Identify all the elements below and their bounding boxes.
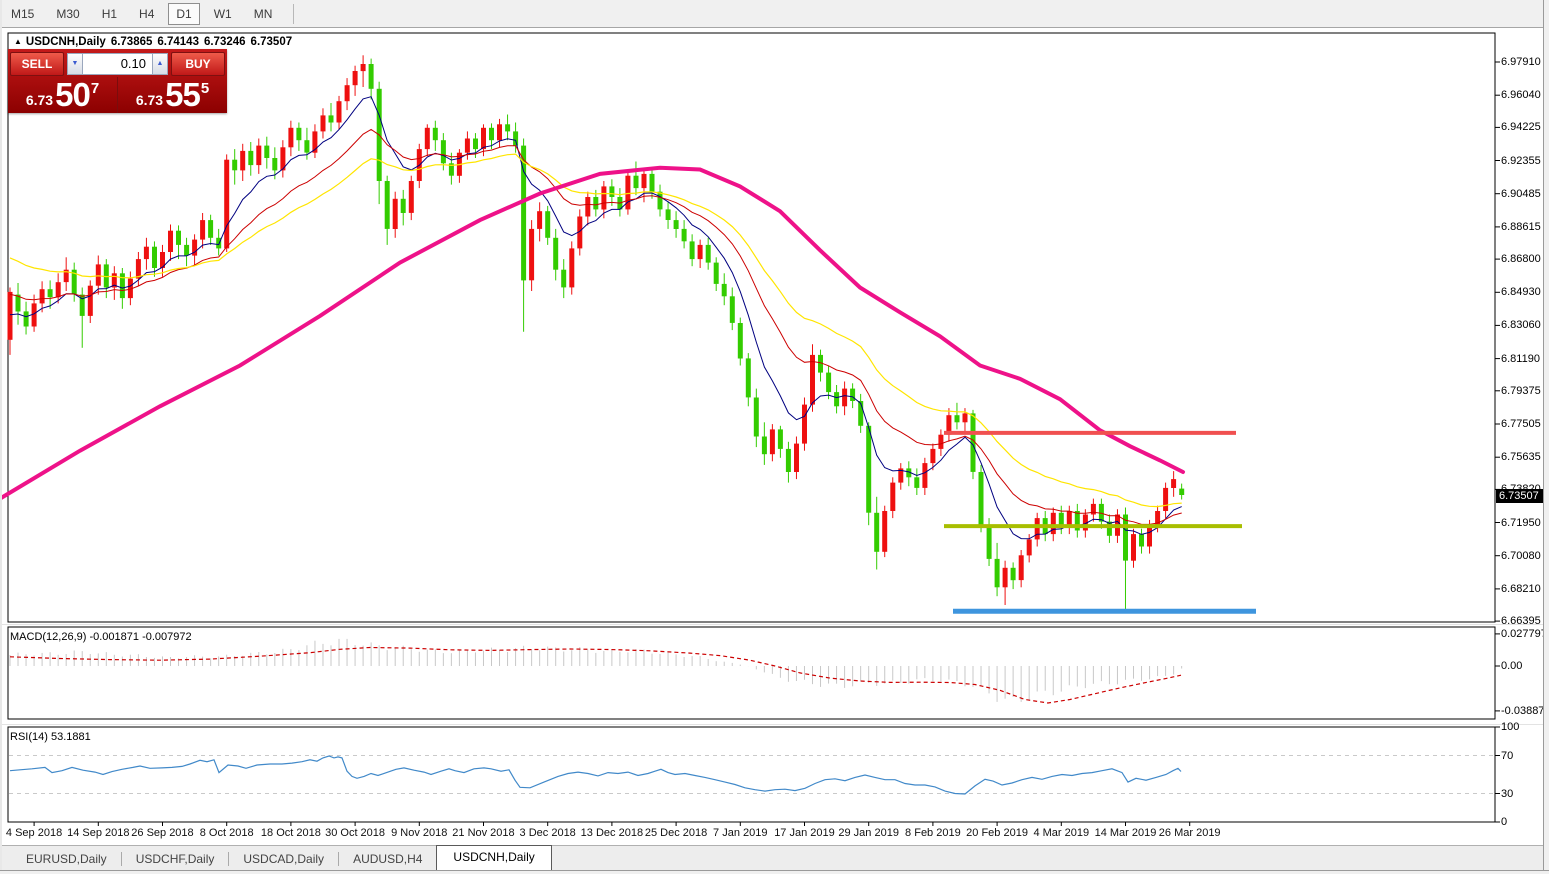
symbol-tab-USDCHF[interactable]: USDCHF,Daily	[135, 851, 215, 866]
date-axis-label: 8 Oct 2018	[199, 827, 254, 839]
timeframe-button-H1[interactable]: H1	[101, 6, 118, 21]
buy-button[interactable]: BUY	[171, 52, 225, 76]
quote-open: 6.73865	[110, 36, 153, 48]
symbol-tab-EURUSD[interactable]: EURUSD,Daily	[26, 851, 107, 866]
sell-button[interactable]: SELL	[10, 52, 64, 76]
date-axis-label: 3 Dec 2018	[519, 827, 576, 839]
symbol-tab-AUDUSD[interactable]: AUDUSD,H4	[353, 851, 423, 866]
window-right-edge	[1543, 0, 1549, 873]
buy-price[interactable]: 6.73 55 5	[118, 77, 227, 113]
symbol-tab-USDCAD[interactable]: USDCAD,Daily	[243, 851, 325, 866]
timeframe-button-H4[interactable]: H4	[139, 6, 155, 21]
tab-separator	[338, 851, 340, 866]
price-axis-label: 6.70080	[1501, 549, 1541, 562]
price-axis-label: 6.88615	[1501, 220, 1541, 233]
timeframe-button-M30[interactable]: M30	[56, 6, 80, 21]
rsi-axis-label: 100	[1501, 721, 1520, 733]
date-axis-label: 26 Mar 2019	[1158, 827, 1221, 839]
window-bottom-edge	[0, 870, 1549, 874]
buy-price-big: 55	[165, 76, 201, 113]
date-axis-label: 29 Jan 2019	[838, 827, 899, 839]
sell-price-small: 6.73	[25, 92, 54, 108]
macd-axis-label: 0.00	[1501, 660, 1523, 672]
volume-spinner: ▼ 0.10 ▲	[67, 53, 168, 75]
date-axis-label: 20 Feb 2019	[966, 827, 1028, 839]
rsi-axis-label: 0	[1501, 816, 1508, 828]
rsi-label: RSI(14) 53.1881	[10, 731, 91, 743]
mid-ma	[9, 128, 1182, 525]
timeframe-toolbar: M15 M30 H1 H4 D1 W1 MN	[0, 0, 1549, 28]
price-axis-label: 6.92355	[1501, 154, 1541, 167]
price-axis-label: 6.86800	[1501, 253, 1541, 266]
rsi-axis-label: 70	[1501, 749, 1514, 762]
sell-price-big: 50	[55, 76, 91, 113]
price-axis-label: 6.83060	[1501, 319, 1541, 332]
sell-price[interactable]: 6.73 50 7	[8, 77, 118, 113]
slow-ma	[9, 153, 1182, 508]
date-axis-label: 4 Sep 2018	[5, 827, 63, 839]
price-axis-label: 6.68210	[1501, 582, 1541, 595]
sell-price-sup: 7	[90, 80, 100, 97]
macd-axis-label: 0.027797	[1501, 627, 1547, 640]
price-axis-label: 6.97910	[1501, 56, 1541, 68]
timeframe-button-M15[interactable]: M15	[11, 6, 35, 21]
macd-axis-label: -0.038875	[1501, 704, 1549, 717]
tab-separator	[120, 851, 122, 866]
price-axis-label: 6.75635	[1501, 451, 1541, 464]
quote-high: 6.74143	[157, 36, 199, 48]
volume-field[interactable]: 0.10	[83, 53, 152, 75]
date-axis-label: 9 Nov 2018	[391, 827, 448, 839]
rsi-axis-label: 30	[1501, 787, 1514, 800]
date-axis-label: 8 Feb 2019	[905, 827, 961, 839]
price-axis-label: 6.79375	[1501, 384, 1541, 397]
price-axis-label: 6.84930	[1501, 286, 1541, 299]
quote-close: 6.73507	[250, 36, 293, 48]
timeframe-button-D1[interactable]: D1	[168, 2, 200, 25]
volume-increase-button[interactable]: ▲	[152, 53, 168, 75]
fast-ma	[9, 96, 1182, 540]
tab-separator	[228, 851, 230, 866]
current-price-tag: 6.73507	[1496, 489, 1549, 503]
one-click-trading-panel: SELL ▼ 0.10 ▲ BUY 6.73 50 7 6.73 55 5	[8, 49, 227, 113]
date-axis-label: 25 Dec 2018	[644, 827, 708, 839]
date-axis-label: 17 Jan 2019	[774, 827, 835, 839]
macd-layer	[9, 638, 1183, 704]
date-axis-label: 14 Sep 2018	[67, 827, 130, 839]
date-axis-label: 30 Oct 2018	[325, 827, 386, 839]
price-axis-label: 6.77505	[1501, 417, 1541, 430]
symbol-quote-line: ▲ USDCNH,Daily 6.73865 6.74143 6.73246 6.7350…	[14, 36, 297, 48]
long-ma	[0, 165, 1185, 501]
date-axis-label: 14 Mar 2019	[1094, 827, 1157, 839]
quote-low: 6.73246	[203, 36, 246, 48]
window-left-edge	[0, 0, 2, 873]
date-axis-label: 7 Jan 2019	[713, 827, 768, 839]
symbol-label: USDCNH,Daily	[25, 36, 106, 48]
buy-price-sup: 5	[200, 80, 210, 97]
price-axis-label: 6.71950	[1501, 516, 1541, 529]
symbol-tab-bar: EURUSD,Daily USDCHF,Daily USDCAD,Daily AUDU…	[0, 845, 1549, 871]
date-axis-label: 26 Sep 2018	[131, 827, 194, 839]
timeframe-button-W1[interactable]: W1	[213, 6, 232, 21]
date-axis-label: 21 Nov 2018	[452, 827, 515, 839]
volume-decrease-button[interactable]: ▼	[67, 53, 83, 75]
macd-label: MACD(12,26,9) -0.001871 -0.007972	[10, 631, 192, 643]
price-axis-label: 6.94225	[1501, 121, 1541, 134]
price-axis-label: 6.66395	[1501, 615, 1541, 628]
price-axis-label: 6.90485	[1501, 187, 1541, 200]
symbol-tab-USDCNH[interactable]: USDCNH,Daily	[436, 845, 552, 870]
date-axis-label: 18 Oct 2018	[260, 827, 321, 839]
rsi-layer	[9, 755, 1494, 795]
up-triangle-icon: ▲	[14, 37, 22, 46]
date-axis-label: 13 Dec 2018	[580, 827, 644, 839]
buy-price-small: 6.73	[135, 92, 164, 108]
toolbar-separator	[293, 3, 295, 24]
price-axis-label: 6.96040	[1501, 89, 1541, 102]
date-axis-label: 4 Mar 2019	[1033, 827, 1090, 839]
price-axis-label: 6.81190	[1501, 352, 1540, 365]
timeframe-button-MN[interactable]: MN	[253, 6, 273, 21]
